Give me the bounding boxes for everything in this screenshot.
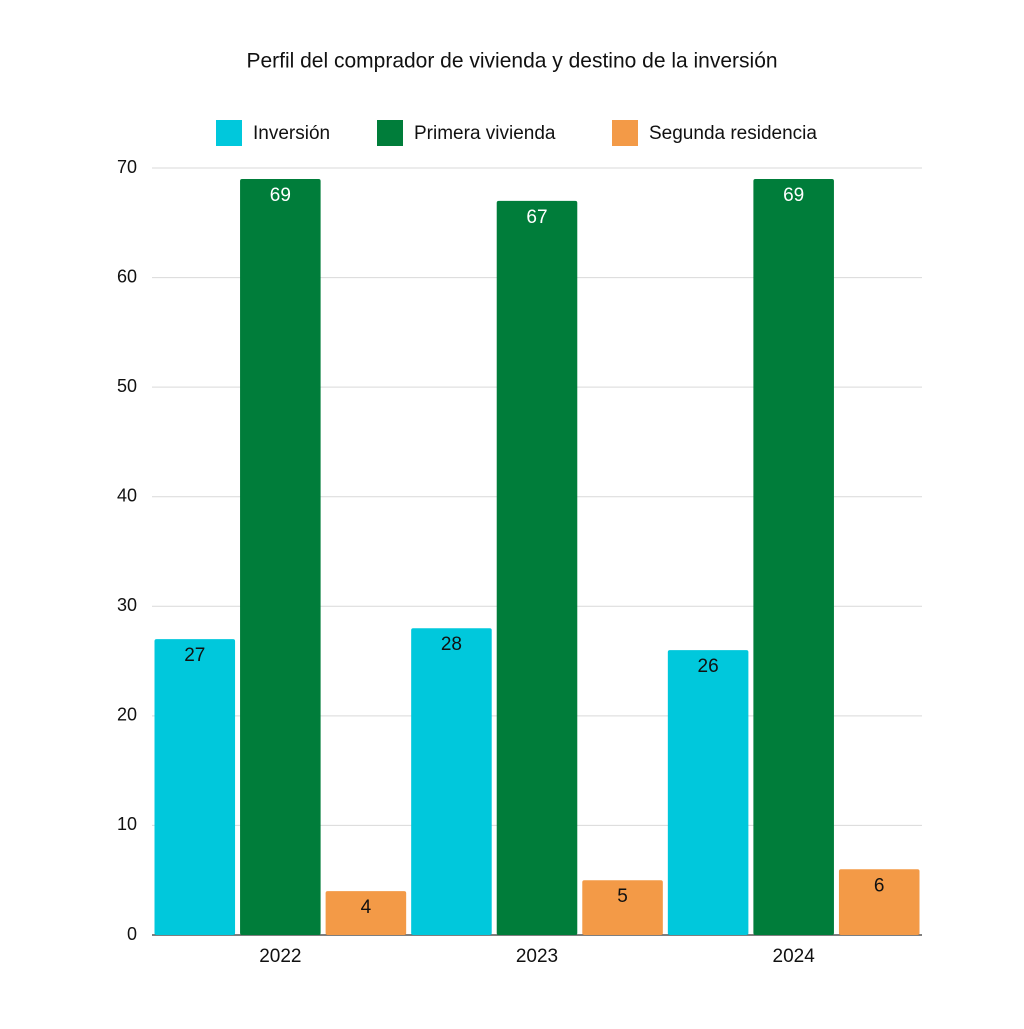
data-label: 69: [270, 185, 291, 206]
y-tick-label: 30: [117, 595, 137, 615]
legend-label: Inversión: [253, 123, 330, 144]
data-label: 5: [617, 886, 628, 907]
bar: [582, 880, 663, 935]
legend-label: Segunda residencia: [649, 123, 817, 144]
bar: [838, 869, 920, 935]
data-label: 26: [698, 656, 719, 677]
data-label: 4: [361, 897, 372, 918]
y-tick-label: 60: [117, 266, 137, 286]
legend-swatch: [612, 120, 638, 146]
data-label: 28: [441, 634, 462, 655]
y-tick-label: 0: [127, 924, 137, 944]
legend-label: Primera vivienda: [414, 123, 556, 144]
y-tick-label: 50: [117, 376, 137, 396]
legend-swatch: [377, 120, 403, 146]
x-tick-label: 2024: [773, 946, 816, 967]
bar: [411, 628, 492, 935]
y-tick-label: 40: [117, 485, 137, 505]
bar: [496, 200, 578, 935]
bar: [154, 639, 236, 935]
data-label: 6: [874, 875, 885, 896]
y-tick-label: 10: [117, 814, 137, 834]
bar: [667, 650, 749, 935]
x-tick-label: 2022: [259, 946, 301, 967]
y-tick-label: 20: [117, 705, 137, 725]
bar: [753, 178, 834, 935]
data-label: 69: [783, 185, 804, 206]
legend-swatch: [216, 120, 242, 146]
data-label: 67: [526, 207, 547, 228]
x-tick-label: 2023: [516, 946, 558, 967]
y-tick-label: 70: [117, 157, 137, 177]
data-label: 27: [184, 645, 205, 666]
bar: [325, 891, 407, 935]
bar: [240, 178, 321, 935]
chart-title: Perfil del comprador de vivienda y desti…: [246, 50, 777, 73]
